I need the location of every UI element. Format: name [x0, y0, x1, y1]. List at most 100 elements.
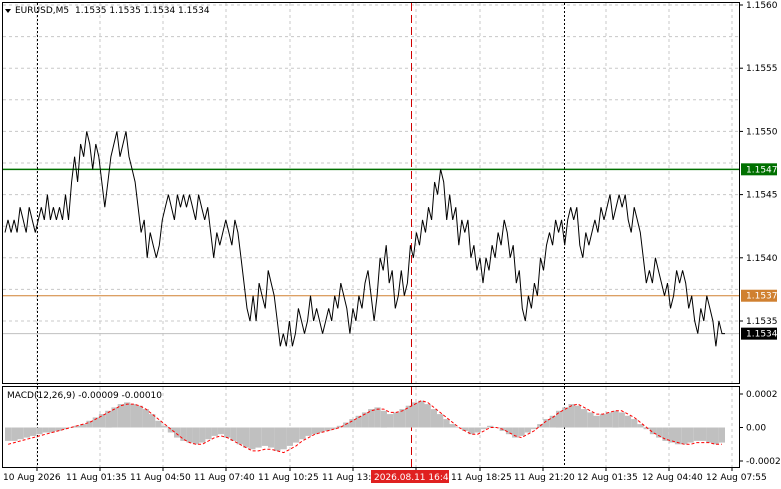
price-tick-label: 1.1540 [746, 254, 778, 264]
time-label: 11 Aug 10:25 [258, 473, 319, 483]
macd-histogram-bar [211, 427, 218, 436]
macd-histogram-bar [568, 404, 575, 428]
macd-histogram-bar [73, 425, 81, 428]
macd-histogram-bar [718, 427, 725, 443]
macd-histogram-bar [687, 427, 694, 443]
macd-histogram-bar [23, 427, 31, 438]
time-label: 11 Aug 21:20 [514, 473, 575, 483]
macd-histogram-bar [543, 419, 550, 428]
macd-histogram-bar [449, 424, 456, 428]
macd-histogram-bar [712, 427, 719, 445]
macd-histogram-bar [149, 414, 156, 428]
macd-histogram-bar [562, 407, 569, 428]
macd-histogram-bar [174, 427, 181, 438]
symbol-label: EURUSD,M5 [15, 6, 69, 16]
crosshair-time-badge [371, 470, 449, 483]
macd-histogram-bar [430, 409, 437, 428]
macd-histogram-bar [530, 427, 538, 430]
macd-histogram-bar [437, 414, 444, 428]
macd-histogram-bar [11, 427, 18, 441]
crosshair-time-label: 2026.08.11 16:45 [374, 473, 454, 483]
grid-lines [3, 3, 739, 467]
macd-histogram-bar [80, 424, 87, 428]
macd-histogram-bar [324, 427, 331, 431]
macd-signal-line [7, 400, 722, 454]
price-level-labels: 1.1547 1.1537 1.1534 [741, 163, 778, 340]
price-tick-label: 1.1555 [746, 64, 778, 74]
time-label: 12 Aug 01:35 [577, 473, 638, 483]
macd-histogram-bar [512, 427, 519, 438]
macd-histogram-bar [361, 412, 369, 428]
macd-histogram-bar [117, 404, 124, 428]
macd-histogram-bar [299, 427, 306, 440]
macd-histogram-bar [649, 427, 657, 435]
price-level-label: 1.1534 [746, 330, 778, 340]
macd-tick-label: -0.0002 [746, 457, 781, 467]
macd-histogram-bar [86, 420, 93, 428]
macd-histogram-bar [656, 427, 663, 438]
macd-histogram-bar [524, 427, 531, 433]
macd-histogram-bar [180, 427, 187, 441]
macd-histogram-bar [399, 409, 406, 428]
time-label: 12 Aug 07:55 [706, 473, 767, 483]
macd-histogram-bar [205, 427, 212, 440]
ohlc-values: 1.1535 1.1535 1.1534 1.1534 [75, 6, 210, 16]
price-pane[interactable] [2, 2, 740, 384]
macd-histogram-bar [111, 407, 118, 428]
macd-histogram-bar [549, 415, 556, 428]
macd-histogram-bar [286, 427, 293, 446]
macd-histogram-bar [593, 415, 600, 428]
macd-histogram-bar [224, 427, 231, 438]
macd-histogram-bar [42, 427, 49, 433]
price-level-badge [741, 289, 777, 302]
macd-histogram-bar [505, 427, 513, 435]
dropdown-triangle-icon[interactable] [5, 9, 11, 13]
macd-histogram-bar [674, 427, 682, 445]
macd-histogram-bar [631, 419, 638, 428]
macd-histogram-bar [142, 409, 149, 428]
macd-histogram-bar [693, 427, 700, 441]
macd-histogram-bar [668, 427, 675, 443]
macd-histogram-bar [242, 427, 250, 448]
macd-tick-label: 0.0002 [746, 390, 778, 400]
macd-histogram-bar [487, 425, 494, 428]
price-tick-label: 1.1545 [746, 191, 778, 201]
macd-histogram-bar [293, 427, 300, 443]
macd-histogram-bar [474, 427, 481, 433]
macd-histogram-bar [30, 427, 37, 436]
macd-histogram-bar [355, 415, 362, 428]
macd-histogram-bar [136, 405, 143, 428]
price-tick-label: 1.1535 [746, 317, 778, 327]
macd-histogram-bar [637, 424, 644, 428]
macd-histogram-bar [343, 422, 350, 428]
macd-histogram-bar [462, 427, 469, 431]
macd-histogram-bar [681, 427, 688, 445]
price-level-badge [741, 163, 777, 176]
macd-histogram-bar [130, 404, 137, 428]
macd-histogram-bar [48, 427, 56, 433]
macd-histogram-bar [318, 427, 325, 433]
price-series-line [4, 131, 725, 347]
time-axis: 10 Aug 2026 11 Aug 01:35 11 Aug 04:50 11 Au… [3, 467, 767, 483]
macd-histogram-bar [574, 405, 581, 428]
macd-histogram-bar [186, 427, 193, 443]
macd-histogram-bar [643, 427, 650, 430]
macd-histogram-bar [380, 410, 387, 428]
price-level-label: 1.1537 [746, 292, 778, 302]
macd-histogram-bar [468, 427, 475, 435]
macd-histogram-bar [268, 427, 275, 448]
macd-histogram-bar [330, 427, 337, 430]
macd-histogram-bar [217, 427, 225, 435]
macd-histogram-bar [230, 427, 237, 441]
macd-histogram-bar [249, 427, 256, 450]
macd-histogram-bar [67, 427, 74, 428]
macd-histogram-bar [587, 412, 594, 428]
time-label: 10 Aug 2026 [3, 473, 61, 483]
macd-histogram-bar [98, 414, 106, 428]
macd-histogram-bar [155, 420, 162, 428]
price-tick-label: 1.1550 [746, 127, 778, 137]
macd-histogram-bar [311, 427, 319, 435]
macd-histogram-bar [581, 409, 588, 428]
macd-tick-label: 0.00 [746, 424, 766, 434]
